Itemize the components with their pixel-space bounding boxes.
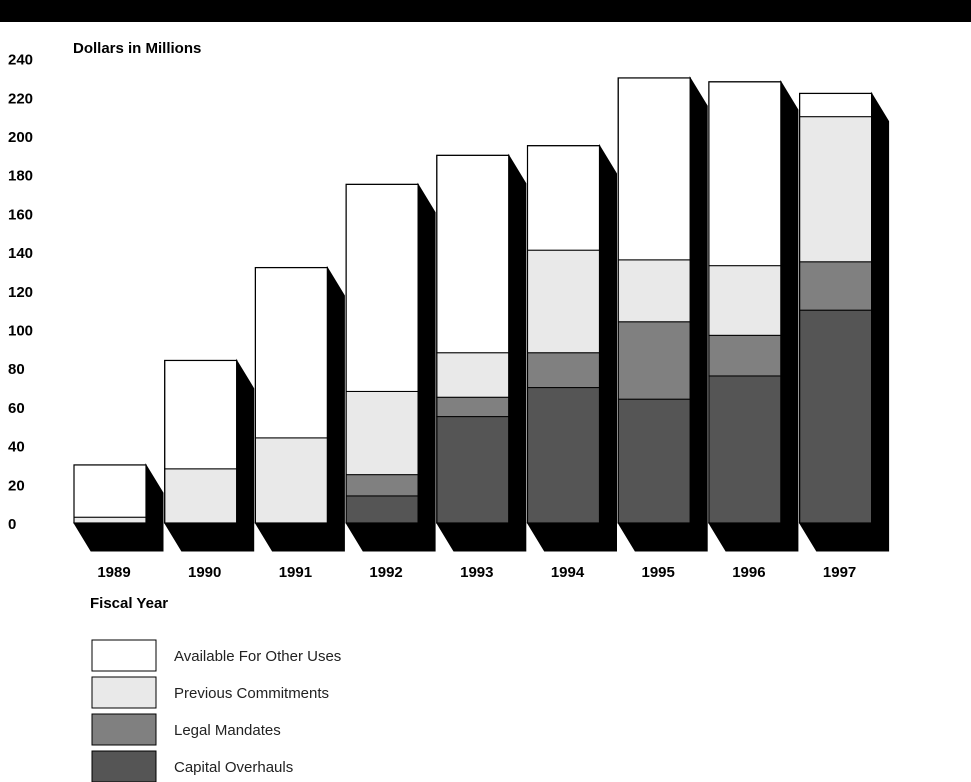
legend-swatch: [91, 676, 157, 709]
legend-item: Previous Commitments: [91, 676, 329, 709]
bar-group-1995: [617, 76, 708, 552]
y-axis-label: Dollars in Millions: [73, 40, 201, 57]
bar-group-1997: [798, 91, 890, 552]
y-tick-label: 0: [8, 516, 16, 533]
y-tick-label: 220: [8, 90, 33, 107]
legend-swatch: [91, 750, 157, 782]
legend-item: Capital Overhauls: [91, 750, 293, 782]
x-axis-label: Fiscal Year: [90, 595, 168, 612]
bar-segment: [254, 267, 328, 439]
bar-segment: [436, 352, 510, 398]
bar-segment: [617, 398, 691, 524]
bar-segment: [436, 154, 510, 354]
x-axis-ticks: 1989 1990 1991 1992 1993 1994 1995 1996 1997: [97, 564, 856, 581]
bar-group-1991: [254, 265, 345, 552]
bars: [73, 76, 890, 552]
bar-group-1994: [526, 143, 617, 552]
legend-swatch: [91, 639, 157, 672]
bar-outline: [254, 266, 328, 524]
bar-segment: [345, 183, 419, 392]
bar-segment: [164, 359, 238, 470]
bar-segment: [799, 92, 873, 118]
bar-segment: [527, 145, 600, 251]
bar-segment: [527, 352, 600, 389]
bar-group-1996: [708, 80, 799, 552]
x-tick-label: 1991: [279, 564, 312, 581]
bar-segment: [73, 464, 147, 518]
legend-swatch: [91, 713, 157, 746]
bar-segment: [708, 334, 782, 377]
y-tick-label: 60: [8, 400, 25, 417]
bar-segment: [436, 416, 510, 524]
top-bar: [0, 0, 971, 22]
y-tick-label: 40: [8, 439, 25, 456]
y-tick-label: 240: [8, 52, 33, 69]
legend-item: Available For Other Uses: [91, 639, 341, 672]
bar-segment: [708, 81, 782, 267]
bar-segment: [345, 495, 419, 524]
y-tick-label: 120: [8, 284, 33, 301]
y-tick-label: 200: [8, 129, 33, 146]
bar-segment: [527, 387, 600, 524]
y-tick-label: 140: [8, 245, 33, 262]
y-tick-label: 20: [8, 477, 25, 494]
x-tick-label: 1992: [369, 564, 402, 581]
bar-outline: [345, 183, 419, 524]
bar-group-1989: [73, 463, 164, 552]
bar-segment: [527, 249, 600, 354]
legend-label: Capital Overhauls: [174, 759, 293, 776]
y-tick-label: 100: [8, 323, 33, 340]
y-tick-label: 180: [8, 168, 33, 185]
bar-outline: [526, 145, 601, 524]
bar-segment: [799, 116, 873, 263]
x-tick-label: 1989: [97, 564, 130, 581]
bar-group-1990: [163, 358, 255, 552]
bar-outline: [708, 81, 782, 524]
bar-segment: [254, 437, 328, 524]
legend: Available For Other Uses Previous Commitm…: [91, 639, 341, 782]
bar-segment: [73, 516, 147, 524]
bar-segment: [617, 77, 691, 261]
legend-label: Legal Mandates: [174, 722, 281, 739]
legend-item: Legal Mandates: [91, 713, 281, 746]
bar-segment: [708, 375, 782, 524]
legend-label: Previous Commitments: [174, 685, 329, 702]
bar-segment: [164, 468, 238, 524]
bar-segment: [799, 309, 873, 524]
bar-outline: [617, 77, 691, 524]
bar-outline: [436, 154, 510, 524]
bar-segment: [799, 261, 873, 311]
bar-outline: [73, 464, 147, 524]
bar-segment: [345, 474, 419, 497]
bar-segment: [436, 396, 510, 418]
y-axis-ticks: 0 20 40 60 80 100 120 140 160 180 200 220 240: [8, 52, 33, 533]
bar-group-1992: [345, 182, 436, 552]
legend-label: Available For Other Uses: [174, 648, 341, 665]
bar-group-1993: [435, 153, 527, 552]
x-tick-label: 1995: [642, 564, 675, 581]
bar-outline: [798, 92, 873, 524]
x-tick-label: 1990: [188, 564, 221, 581]
x-tick-label: 1993: [460, 564, 493, 581]
x-tick-label: 1996: [732, 564, 765, 581]
x-tick-label: 1994: [551, 564, 585, 581]
bar-segment: [617, 321, 691, 400]
bar-segment: [708, 265, 782, 336]
bar-segment: [345, 390, 419, 476]
bar-segment: [617, 259, 691, 323]
bar-outline: [164, 359, 238, 524]
y-tick-label: 80: [8, 361, 25, 378]
y-tick-label: 160: [8, 206, 33, 223]
x-tick-label: 1997: [823, 564, 856, 581]
